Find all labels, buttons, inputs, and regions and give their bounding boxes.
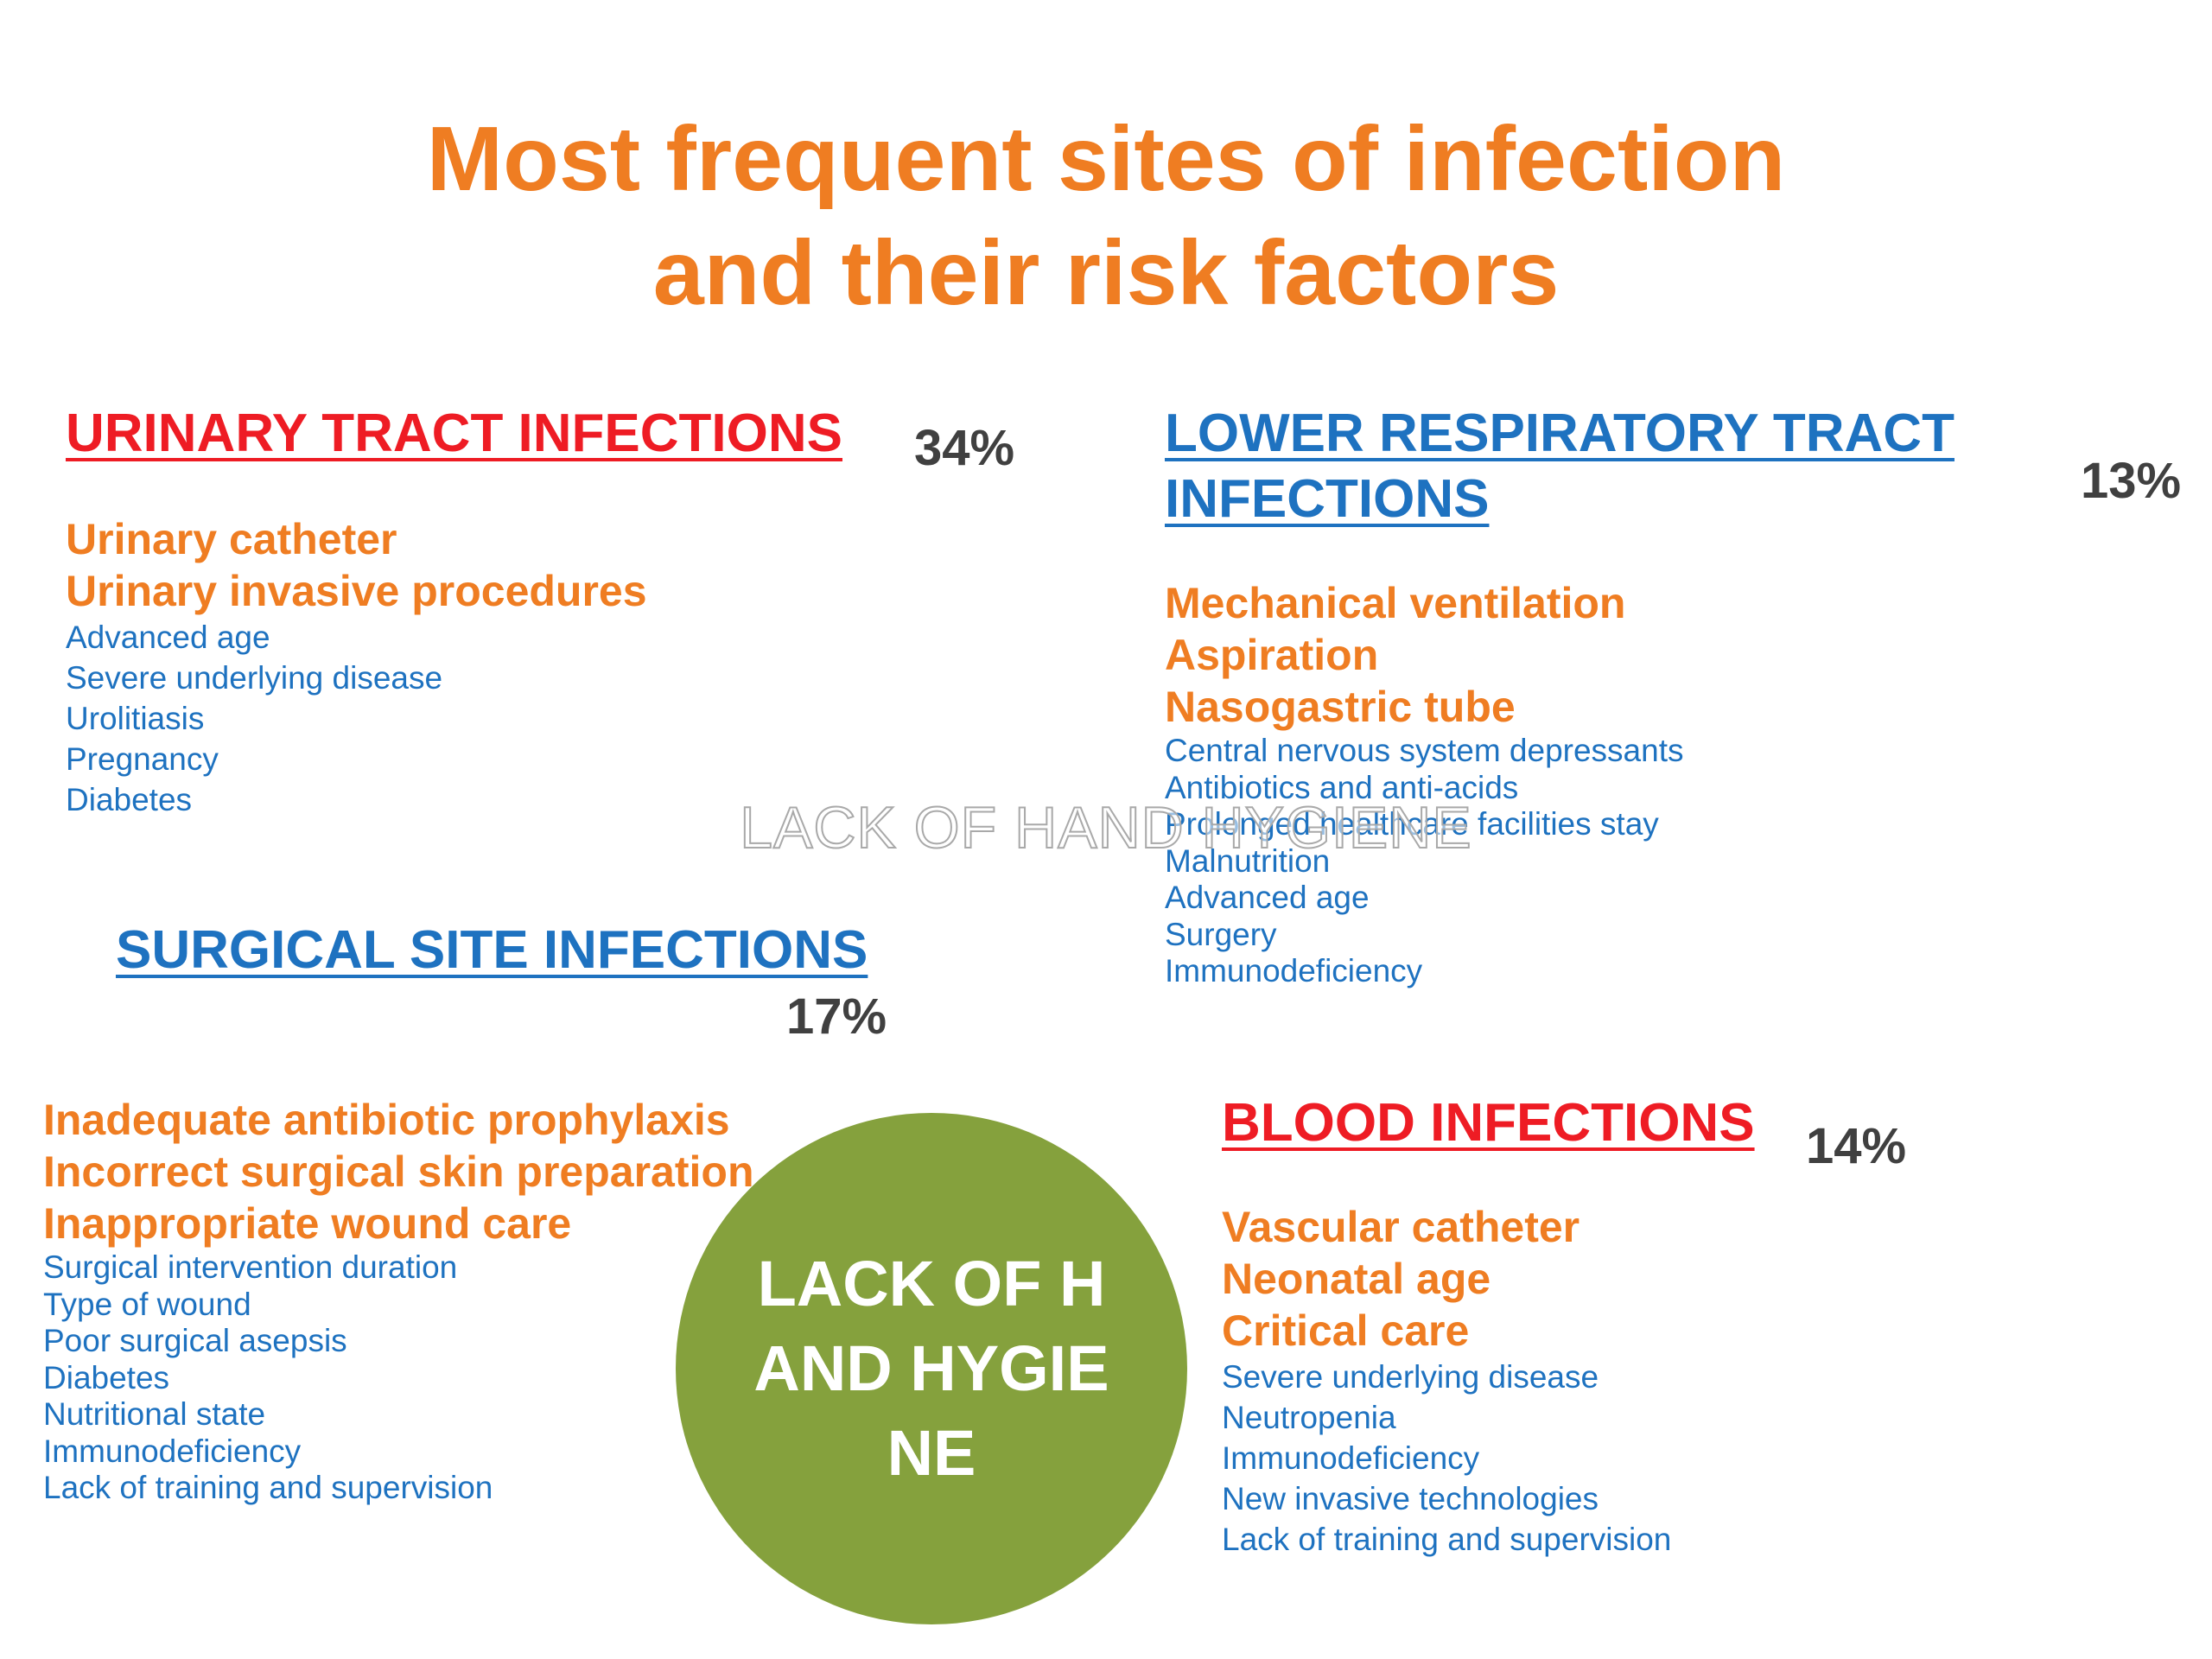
list-item: Urinary catheter: [66, 515, 397, 563]
list-item: Urolitiasis: [66, 701, 205, 736]
list-item: Advanced age: [1165, 880, 1370, 915]
respiratory-heading-line-2: INFECTIONS: [1165, 469, 1490, 529]
list-item: New invasive technologies: [1222, 1481, 1599, 1516]
list-item: Antibiotics and anti-acids: [1165, 769, 1519, 805]
list-item: Advanced age: [66, 620, 270, 655]
list-item: Central nervous system depressants: [1165, 733, 1684, 768]
list-item: Mechanical ventilation: [1165, 579, 1626, 627]
list-item: Severe underlying disease: [1222, 1359, 1599, 1395]
blood-factors: Vascular catheter Neonatal age Critical …: [1222, 1201, 1671, 1560]
list-item: Pregnancy: [66, 741, 219, 777]
list-item: Surgical intervention duration: [43, 1249, 458, 1285]
list-item: Prolonged healthcare facilities stay: [1165, 806, 1659, 842]
list-item: Immunodeficiency: [43, 1433, 302, 1469]
page-title-line-1: Most frequent sites of infection: [426, 108, 1786, 210]
urinary-heading: URINARY TRACT INFECTIONS: [66, 404, 842, 463]
blood-percent: 14%: [1806, 1118, 1907, 1174]
respiratory-factors: Mechanical ventilation Aspiration Nasoga…: [1165, 577, 1684, 990]
list-item: Surgery: [1165, 916, 1277, 952]
urinary-percent: 34%: [914, 420, 1015, 476]
list-item: Nasogastric tube: [1165, 683, 1516, 731]
respiratory-heading-line-1: LOWER RESPIRATORY TRACT: [1165, 404, 1955, 463]
list-item: Neonatal age: [1222, 1255, 1491, 1303]
list-item: Poor surgical asepsis: [43, 1323, 347, 1358]
page-title-line-2: and their risk factors: [652, 222, 1560, 324]
list-item: Inadequate antibiotic prophylaxis: [43, 1096, 730, 1144]
list-item: Critical care: [1222, 1306, 1470, 1355]
list-item: Malnutrition: [1165, 842, 1331, 879]
list-item: Neutropenia: [1222, 1400, 1396, 1435]
list-item: Severe underlying disease: [66, 660, 443, 696]
list-item: Lack of training and supervision: [43, 1470, 493, 1505]
circle-label: LACK OF HAND HYGIENE: [753, 1248, 1109, 1489]
surgical-percent: 17%: [786, 988, 887, 1045]
respiratory-heading: LOWER RESPIRATORY TRACT INFECTIONS: [1165, 401, 1955, 532]
list-item: Urinary invasive procedures: [66, 567, 647, 615]
list-item: Aspiration: [1165, 631, 1379, 679]
hand-hygiene-circle: LACK OF HAND HYGIENE: [676, 1113, 1187, 1624]
surgical-factors: Inadequate antibiotic prophylaxis Incorr…: [43, 1094, 754, 1507]
list-item: Nutritional state: [43, 1396, 266, 1432]
list-item: Diabetes: [66, 782, 193, 817]
list-item: Lack of training and supervision: [1222, 1522, 1672, 1557]
list-item: Inappropriate wound care: [43, 1199, 572, 1248]
list-item: Diabetes: [43, 1359, 170, 1395]
list-item: Immunodeficiency: [1222, 1440, 1480, 1476]
respiratory-percent: 13%: [2081, 453, 2182, 509]
list-item: Type of wound: [43, 1286, 251, 1322]
page-title: Most frequent sites of infection and the…: [0, 102, 2212, 330]
urinary-factors: Urinary catheter Urinary invasive proced…: [66, 513, 647, 820]
watermark-text: LACK OF HAND HYGIENE: [739, 794, 1472, 861]
list-item: Immunodeficiency: [1165, 953, 1423, 988]
blood-heading: BLOOD INFECTIONS: [1222, 1093, 1755, 1153]
surgical-heading: SURGICAL SITE INFECTIONS: [116, 920, 868, 980]
list-item: Incorrect surgical skin preparation: [43, 1147, 754, 1196]
list-item: Vascular catheter: [1222, 1203, 1580, 1251]
